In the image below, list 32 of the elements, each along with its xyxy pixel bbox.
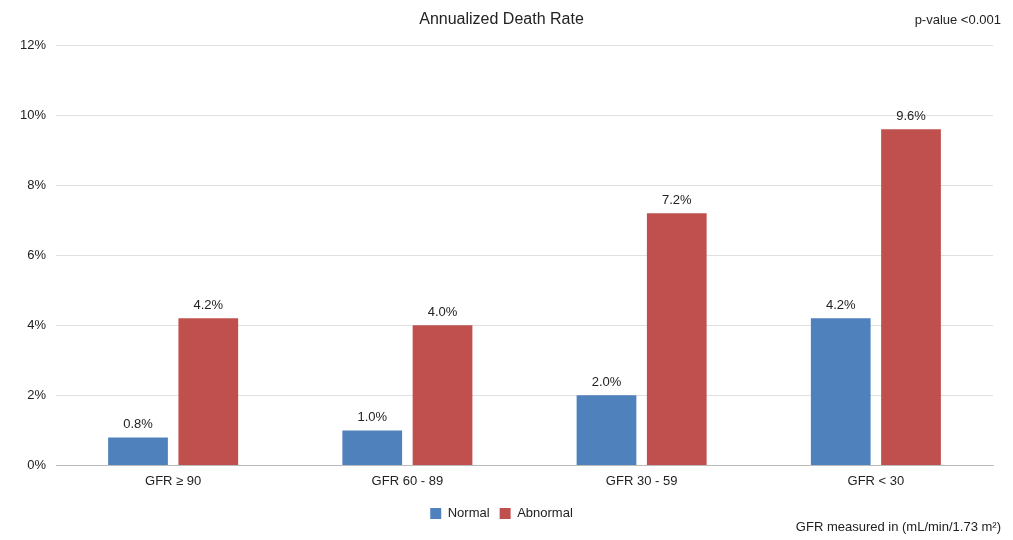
data-label: 2.0% [591,374,622,390]
x-tick-label: GFR < 30 [847,472,905,488]
y-tick-label: 12% [19,36,47,52]
data-label: 9.6% [896,108,927,124]
x-tick-label: GFR 30 - 59 [605,472,678,488]
data-label: 4.0% [427,304,458,320]
chart-title: Annualized Death Rate [419,10,584,28]
bar [646,213,707,465]
data-label: 1.0% [357,409,388,425]
data-label: 4.2% [825,297,856,313]
bar [576,395,637,465]
data-label: 7.2% [661,192,693,208]
text: GFR measured in (mL/min/1.73 m²) [795,519,1001,534]
y-tick-label: 2% [27,386,47,402]
y-tick-label: 4% [27,316,47,332]
legend-label: Abnormal [517,505,573,521]
bar [108,437,168,465]
legend-label: Normal [447,505,490,521]
y-tick-label: 8% [27,176,47,192]
y-tick-label: 10% [19,106,47,122]
text: p-value <0.001 [914,12,1001,27]
data-label: 4.2% [193,297,224,313]
data-label: 0.8% [123,416,154,432]
bar [412,325,473,465]
bar [342,430,403,465]
y-tick-label: 6% [27,246,47,262]
x-tick-label: GFR ≥ 90 [145,472,202,488]
bar [810,318,871,465]
y-tick-label: 0% [27,456,47,472]
bar [881,129,941,465]
bar [178,318,239,465]
x-tick-label: GFR 60 - 89 [371,472,444,488]
